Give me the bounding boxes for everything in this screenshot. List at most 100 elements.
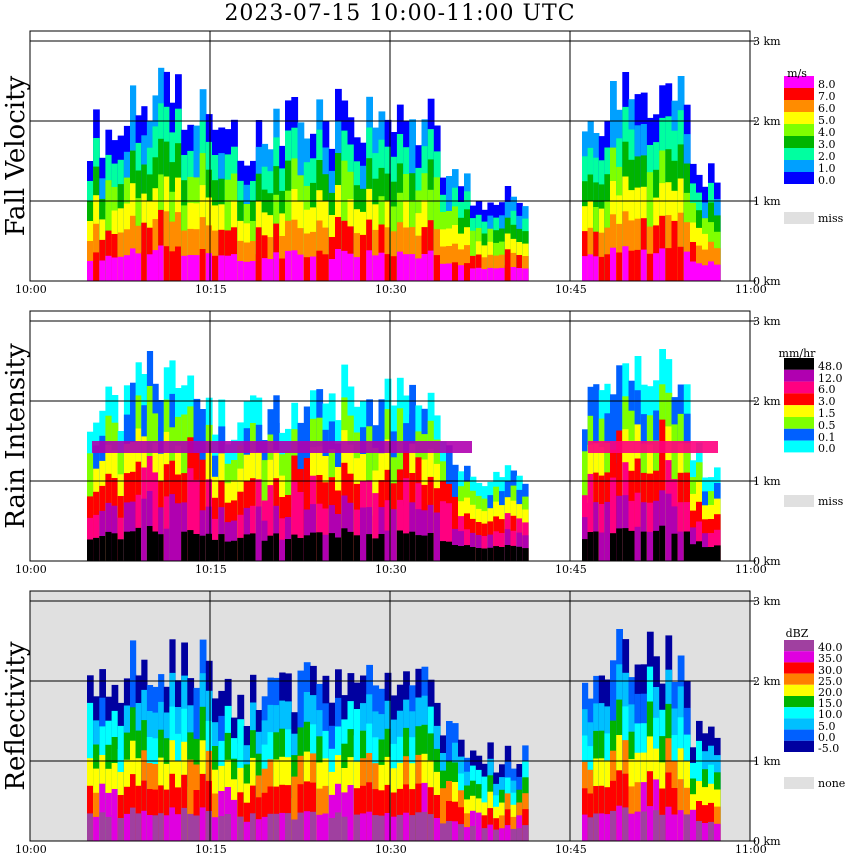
- x-tick-label: 10:00: [15, 283, 47, 296]
- heat-cell: [158, 245, 165, 281]
- heat-cell: [187, 813, 195, 841]
- heat-cell: [199, 249, 207, 281]
- heat-cell: [378, 534, 386, 561]
- heat-cell: [610, 533, 617, 561]
- heat-cell: [303, 811, 311, 841]
- heat-cell: [646, 253, 654, 281]
- heat-cell: [440, 263, 447, 281]
- heat-cell: [690, 261, 697, 281]
- heat-cell: [130, 531, 137, 561]
- heat-cell: [714, 545, 721, 561]
- height-label: 2 km: [753, 395, 781, 408]
- heat-cell: [152, 219, 159, 281]
- heat-cell: [587, 793, 594, 841]
- legend-label: 5.0: [818, 114, 836, 127]
- heat-cell: [646, 531, 654, 561]
- heat-cell: [493, 829, 500, 841]
- legend-label: 12.0: [818, 371, 843, 385]
- legend-swatch: [784, 405, 814, 417]
- heat-cell: [297, 812, 305, 841]
- heat-cell: [384, 784, 392, 841]
- heat-cell: [353, 233, 361, 281]
- x-tick-label: 10:30: [375, 843, 407, 856]
- heat-cell: [187, 255, 195, 281]
- heat-cell: [341, 528, 349, 561]
- heat-cell: [224, 814, 232, 841]
- heat-cell: [409, 254, 416, 281]
- heat-cell: [598, 232, 605, 281]
- heat-cell: [291, 819, 299, 841]
- heat-cell: [582, 256, 589, 281]
- heat-cell: [205, 253, 213, 281]
- x-tick-label: 11:00: [735, 283, 767, 296]
- heat-cell: [510, 545, 517, 561]
- heat-cell: [187, 530, 195, 561]
- heat-cell: [123, 813, 131, 841]
- heat-cell: [316, 250, 324, 281]
- heat-cell: [218, 255, 226, 281]
- height-label: 2 km: [753, 675, 781, 688]
- height-label: 3 km: [753, 595, 781, 608]
- heat-cell: [372, 515, 380, 561]
- x-tick-label: 10:45: [555, 843, 587, 856]
- heat-cell: [273, 252, 280, 281]
- heat-cell: [130, 774, 137, 841]
- heat-cell: [464, 245, 471, 281]
- heat-cell: [273, 813, 280, 841]
- heat-cell: [409, 815, 416, 841]
- heat-cell: [616, 528, 623, 561]
- heat-cell: [199, 807, 207, 841]
- heat-cell: [409, 789, 416, 841]
- heat-cell: [212, 255, 219, 281]
- heat-cell: [360, 234, 367, 281]
- heat-cell: [396, 814, 404, 841]
- legend-swatch: [784, 718, 814, 730]
- legend-label: 1.0: [818, 162, 836, 175]
- heat-cell: [328, 259, 336, 281]
- heat-cell: [470, 268, 477, 281]
- heat-cell: [193, 534, 201, 561]
- heat-cell: [158, 534, 165, 561]
- heat-cell: [458, 824, 465, 841]
- legend-swatch: [784, 417, 814, 429]
- heat-cell: [205, 780, 213, 841]
- legend-label: 35.0: [818, 652, 843, 666]
- heat-cell: [522, 548, 529, 561]
- heat-cell: [279, 258, 286, 281]
- heat-cell: [310, 811, 317, 841]
- heat-cell: [690, 825, 697, 841]
- heat-cell: [470, 547, 477, 561]
- heat-cell: [708, 547, 715, 561]
- heat-cell: [481, 269, 488, 281]
- heat-cell: [328, 533, 336, 561]
- chart-title: 2023-07-15 10:00-11:00 UTC: [224, 1, 576, 26]
- heat-cell: [328, 818, 336, 841]
- legend-swatch: [784, 673, 814, 685]
- heat-cell: [93, 816, 100, 841]
- heat-cell: [123, 229, 131, 281]
- heat-cell: [396, 499, 404, 561]
- height-label: 0 km: [753, 555, 781, 568]
- legend-label: 5.0: [818, 719, 836, 733]
- heat-cell: [421, 254, 429, 281]
- heat-cell: [181, 255, 188, 281]
- height-label: 1 km: [753, 195, 781, 208]
- heat-cell: [440, 521, 447, 561]
- heat-cell: [237, 240, 245, 281]
- x-tick-label: 10:00: [15, 843, 47, 856]
- legend-label: 1.5: [818, 407, 836, 420]
- heat-cell: [683, 814, 691, 841]
- heat-cell: [237, 816, 245, 841]
- heat-cell: [677, 810, 685, 841]
- heat-cell: [516, 815, 523, 841]
- heat-cell: [303, 257, 311, 281]
- heat-cell: [146, 815, 154, 841]
- heat-cell: [353, 814, 361, 841]
- heat-cell: [105, 531, 113, 561]
- heat-cell: [267, 259, 274, 281]
- heat-cell: [433, 536, 441, 561]
- heat-cell: [446, 821, 453, 841]
- heat-cell: [163, 211, 170, 281]
- heat-cell: [427, 533, 435, 561]
- heat-cell: [99, 239, 106, 281]
